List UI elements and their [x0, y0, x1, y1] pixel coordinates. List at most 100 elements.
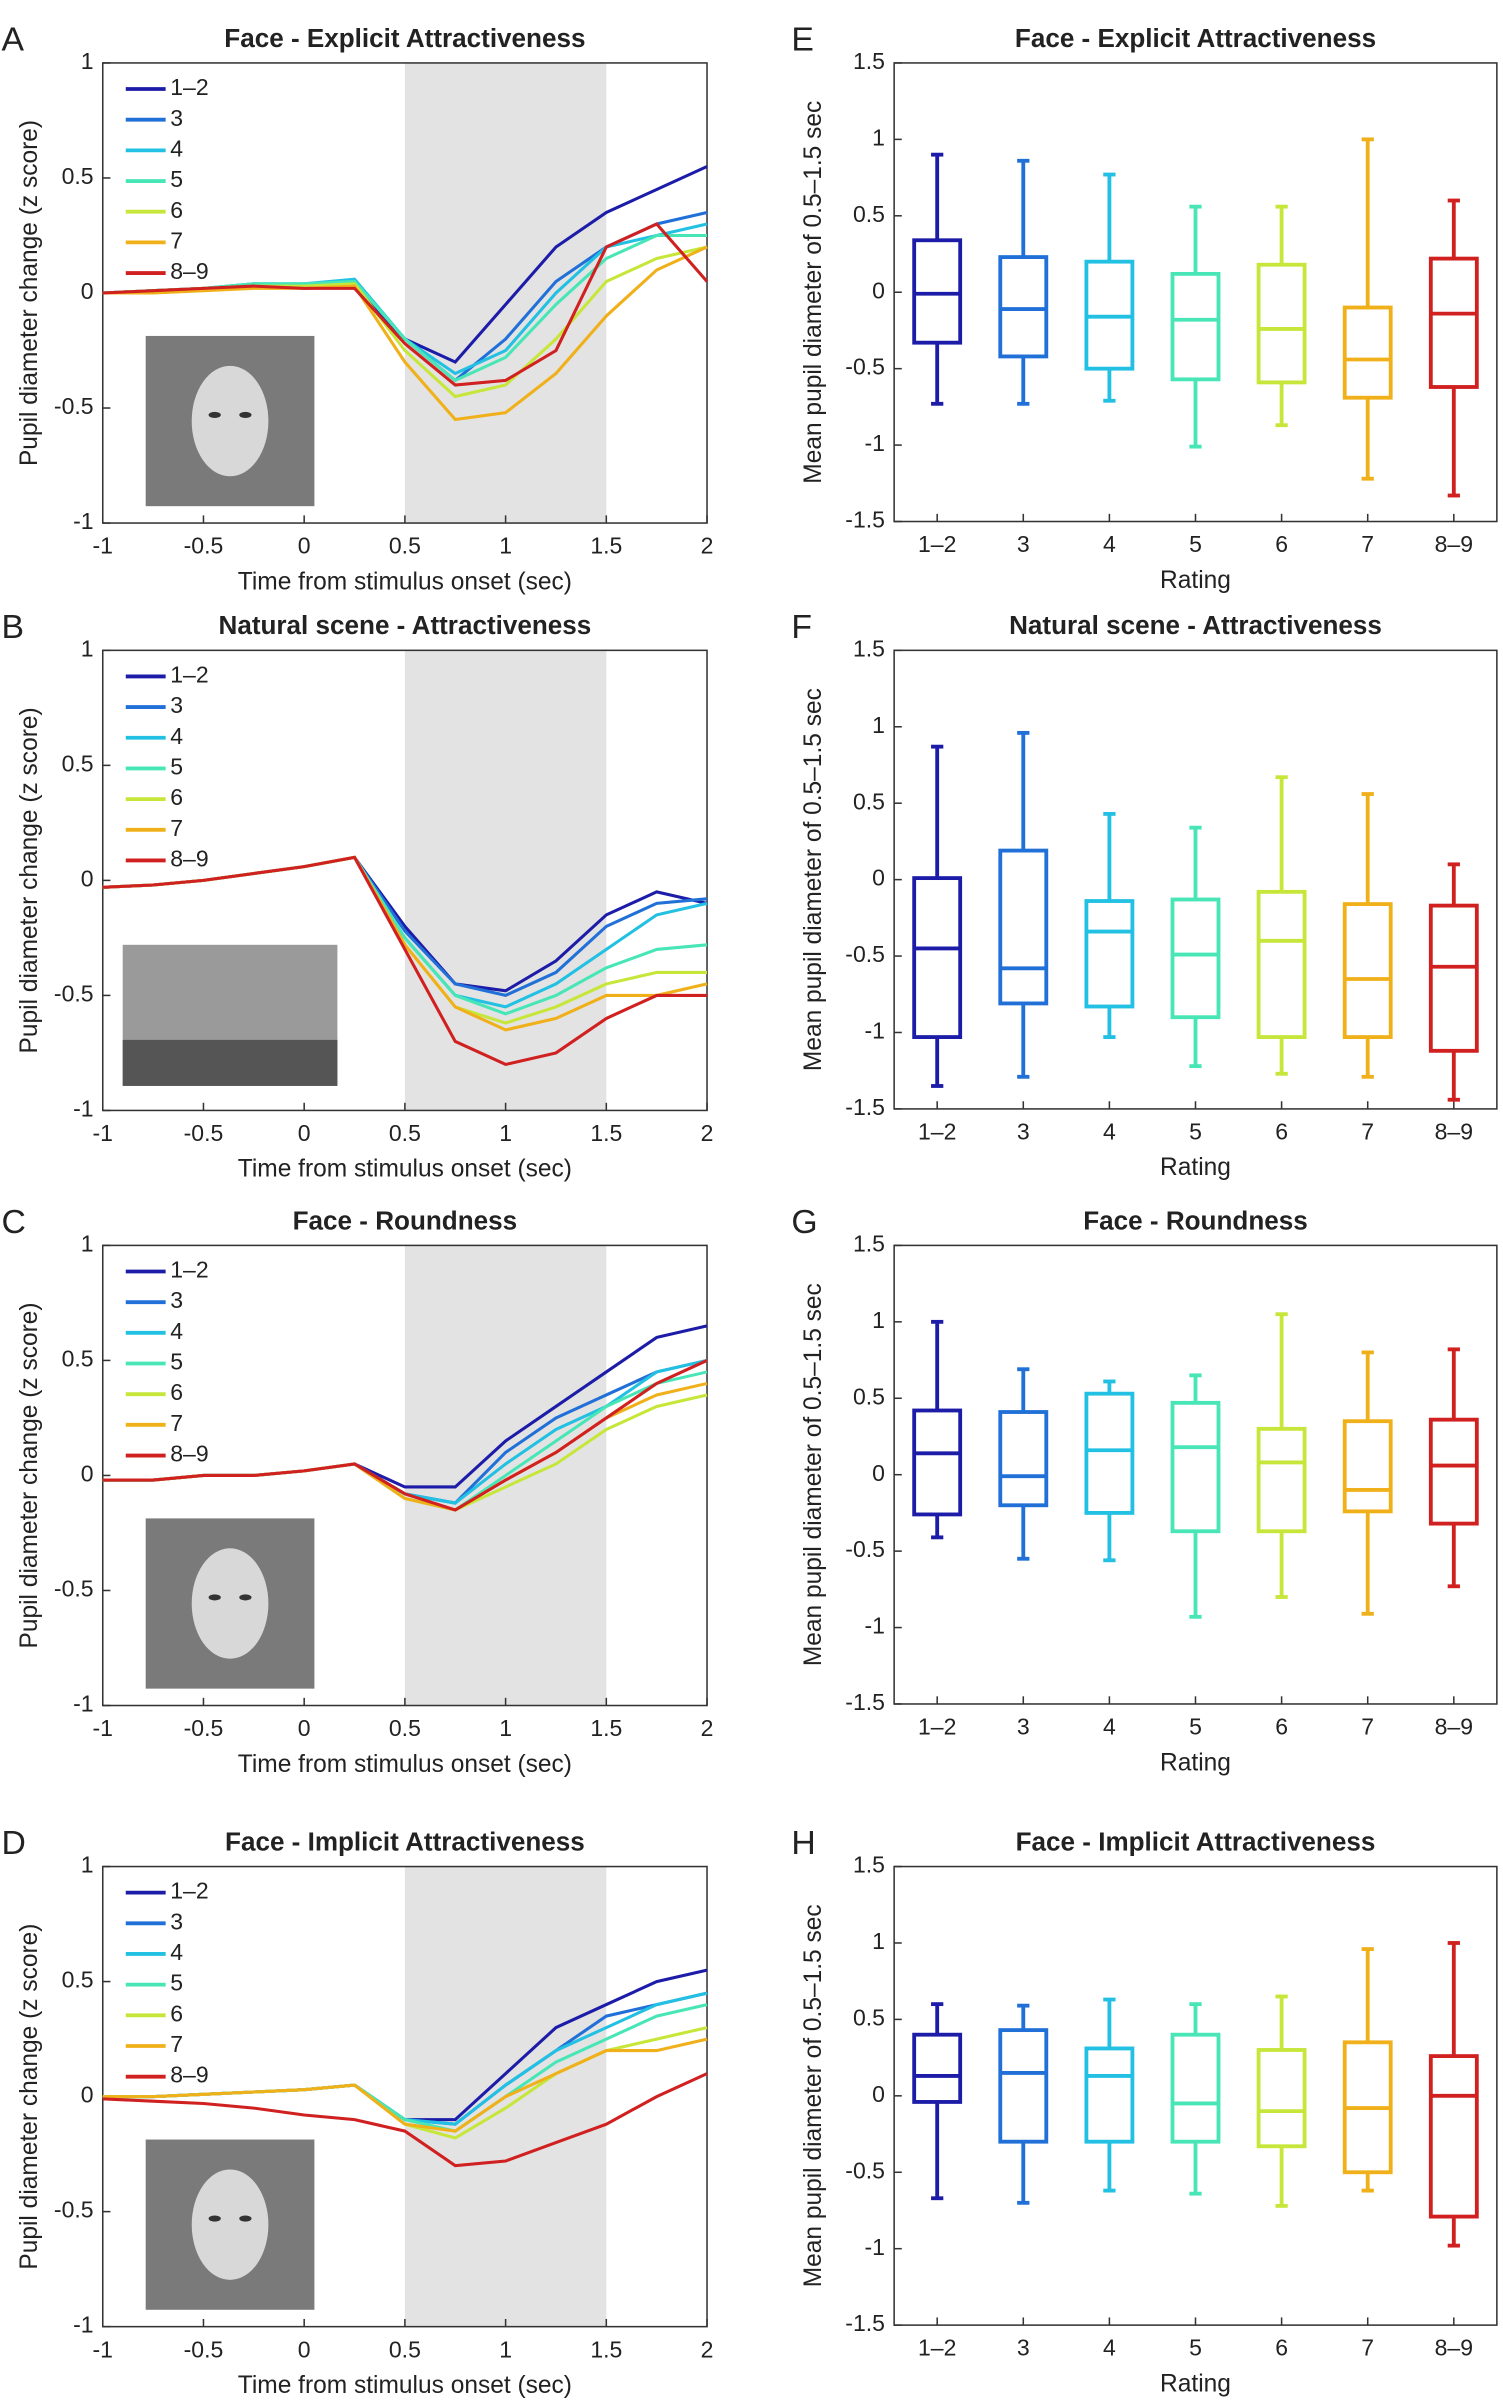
legend-label: 8–9 [170, 846, 208, 872]
y-axis-label: Pupil diameter change (z score) [16, 1924, 43, 2270]
box [1170, 897, 1221, 1020]
y-tick-label: 0 [81, 278, 94, 304]
chart-title: Face - Roundness [293, 1205, 517, 1235]
y-tick-label: -0.5 [845, 354, 885, 380]
box [1084, 899, 1135, 1009]
y-tick-label: 0.5 [853, 2004, 885, 2030]
legend-label: 8–9 [170, 1441, 208, 1467]
box [912, 1408, 963, 1517]
box [998, 1410, 1049, 1508]
y-tick-label: 1 [872, 712, 885, 738]
chart-title: Face - Implicit Attractiveness [1016, 1826, 1376, 1856]
panel-letter: E [791, 20, 814, 58]
y-tick-label: -1 [864, 2234, 884, 2260]
legend-label: 1–2 [170, 1878, 208, 1904]
legend-label: 3 [170, 1287, 183, 1313]
y-axis-label: Mean pupil diameter of 0.5–1.5 sec [800, 688, 827, 1071]
legend-label: 6 [170, 1379, 183, 1405]
series-line [102, 2072, 708, 2168]
x-tick-label: 3 [1017, 2335, 1030, 2361]
legend-label: 3 [170, 692, 183, 718]
box [1170, 1400, 1221, 1534]
y-tick-label: 0 [81, 865, 94, 891]
y-tick-label: 0 [872, 277, 885, 303]
box [912, 238, 963, 345]
x-tick-label: 0 [298, 1715, 311, 1741]
legend-label: 4 [170, 723, 183, 749]
x-tick-label: -0.5 [184, 2336, 224, 2362]
x-tick-label: 7 [1361, 1714, 1374, 1740]
y-tick-label: -1.5 [845, 507, 885, 533]
x-tick-label: 0 [298, 2336, 311, 2362]
y-tick-label: -1.5 [845, 1689, 885, 1715]
x-tick-label: 4 [1103, 1714, 1116, 1740]
legend-label: 3 [170, 105, 183, 131]
y-tick-label: 1 [872, 1307, 885, 1333]
x-tick-label: 1.5 [590, 1120, 622, 1146]
y-tick-label: 1 [81, 1230, 94, 1256]
y-tick-label: 0 [872, 865, 885, 891]
box [1256, 2048, 1307, 2149]
y-tick-label: 0 [872, 2081, 885, 2107]
x-tick-label: 1.5 [590, 1715, 622, 1741]
x-tick-label: 0 [298, 1120, 311, 1146]
x-tick-label: 0.5 [389, 1120, 421, 1146]
y-tick-label: -1 [73, 1096, 93, 1122]
x-tick-label: 7 [1361, 2335, 1374, 2361]
y-tick-label: 0.5 [853, 201, 885, 227]
panel-letter: A [2, 20, 25, 58]
y-tick-label: -0.5 [845, 2157, 885, 2183]
box [1170, 271, 1221, 382]
x-tick-label: 8–9 [1435, 1714, 1473, 1740]
y-tick-label: -0.5 [845, 941, 885, 967]
x-tick-label: 3 [1017, 1119, 1030, 1145]
series-line [102, 2037, 708, 2133]
y-tick-label: -1.5 [845, 1094, 885, 1120]
legend-label: 5 [170, 1349, 183, 1375]
box [1342, 305, 1393, 400]
y-axis-label: Pupil diameter change (z score) [16, 707, 43, 1053]
highlight-window [404, 62, 607, 524]
chart-title: Natural scene - Attractiveness [219, 610, 592, 640]
x-tick-label: -0.5 [184, 533, 224, 559]
box [1428, 256, 1479, 389]
x-tick-label: 1–2 [918, 531, 956, 557]
series-line [102, 222, 709, 387]
box [1084, 1391, 1135, 1515]
series-line [102, 245, 708, 422]
y-tick-label: -1 [73, 2312, 93, 2338]
x-tick-label: 2 [701, 1715, 714, 1741]
legend-label: 6 [170, 2000, 183, 2026]
y-tick-label: -1 [864, 1018, 884, 1044]
legend-label: 1–2 [170, 1257, 208, 1283]
x-tick-label: 1 [499, 2336, 512, 2362]
y-tick-label: 1.5 [853, 1852, 885, 1878]
x-axis-label: Rating [1160, 1154, 1231, 1181]
y-tick-label: 0 [872, 1460, 885, 1486]
y-tick-label: 1.5 [853, 1230, 885, 1256]
x-tick-label: 1.5 [590, 533, 622, 559]
x-tick-label: 1–2 [918, 1714, 956, 1740]
y-tick-label: 1.5 [853, 48, 885, 74]
legend-label: 7 [170, 227, 183, 253]
y-tick-label: 0.5 [853, 788, 885, 814]
box [1256, 889, 1307, 1039]
y-tick-label: 1 [872, 1928, 885, 1954]
x-axis-label: Rating [1160, 1749, 1231, 1776]
legend-label: 6 [170, 784, 183, 810]
legend-label: 4 [170, 1318, 183, 1344]
stimulus-eye [208, 411, 221, 418]
y-tick-label: -0.5 [54, 980, 94, 1006]
y-tick-label: -1 [864, 430, 884, 456]
x-tick-label: 4 [1103, 1119, 1116, 1145]
panel-letter: D [2, 1824, 26, 1862]
x-axis-label: Time from stimulus onset (sec) [238, 1156, 572, 1183]
x-tick-label: 8–9 [1435, 2335, 1473, 2361]
box [998, 848, 1049, 1006]
box [1170, 2032, 1221, 2144]
chart-title: Face - Implicit Attractiveness [225, 1826, 585, 1856]
series-line [102, 855, 708, 1067]
stimulus-eye [239, 411, 252, 418]
box [1256, 1426, 1307, 1534]
legend-label: 5 [170, 166, 183, 192]
